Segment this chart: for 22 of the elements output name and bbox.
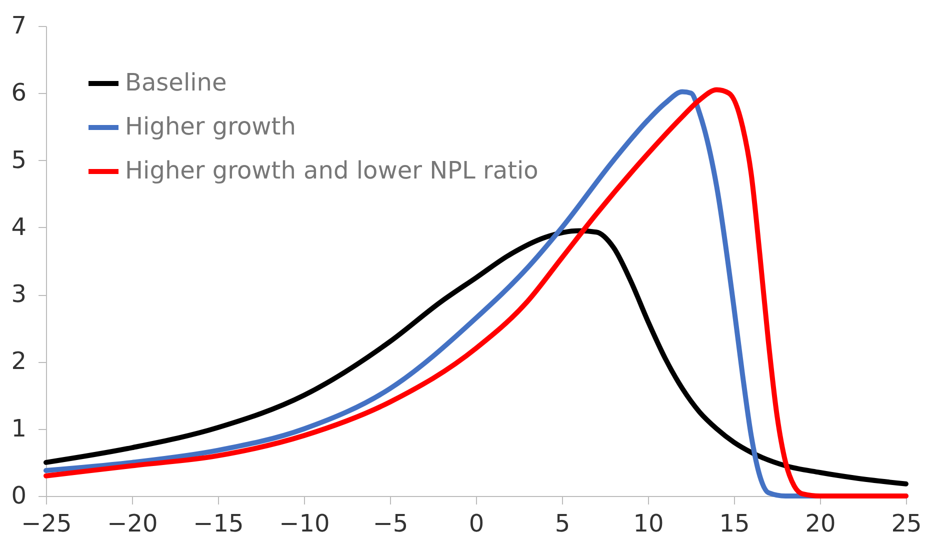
x-tick-label: 15 <box>719 510 750 538</box>
x-tick-label: −25 <box>21 510 72 538</box>
y-tick-label: 3 <box>11 280 26 308</box>
x-tick-label: −10 <box>279 510 330 538</box>
y-tick-label: 5 <box>11 146 26 174</box>
y-tick-label: 4 <box>11 212 26 241</box>
x-tick-label: 0 <box>468 510 484 538</box>
y-tick-label: 2 <box>11 347 26 376</box>
x-tick-label: −20 <box>107 510 158 538</box>
legend-label: Higher growth <box>125 112 296 140</box>
x-tick-label: −5 <box>372 510 408 538</box>
x-tick-label: 25 <box>891 510 922 538</box>
x-tick-label: 20 <box>805 510 836 538</box>
y-tick-label: 6 <box>11 78 26 107</box>
y-tick-label: 7 <box>11 12 26 40</box>
x-tick-label: −15 <box>193 510 244 538</box>
legend-label: Baseline <box>125 68 227 96</box>
x-tick-label: 5 <box>554 510 570 538</box>
y-tick-label: 0 <box>11 482 26 510</box>
y-tick-label: 1 <box>11 414 26 442</box>
x-tick-label: 10 <box>633 510 664 538</box>
legend-label: Higher growth and lower NPL ratio <box>125 156 538 184</box>
